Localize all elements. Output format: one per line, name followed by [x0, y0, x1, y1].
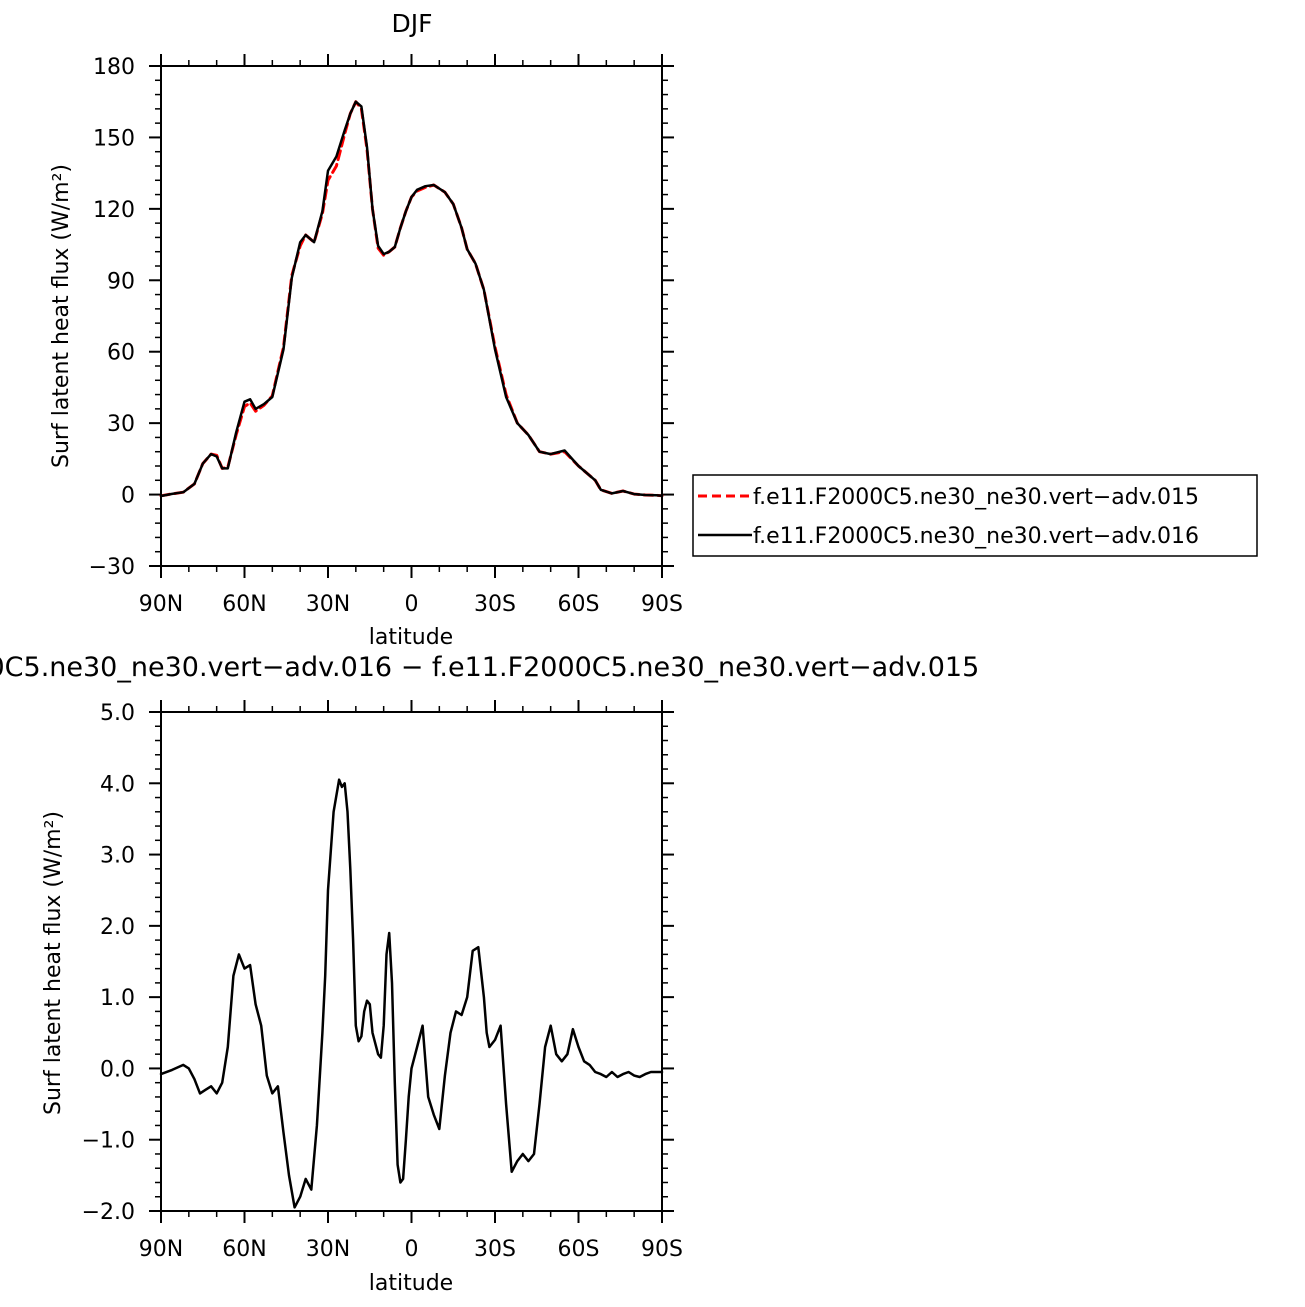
- bottom-y-tick-label: −2.0: [82, 1200, 135, 1225]
- bottom-x-tick-label: 60S: [558, 1237, 600, 1262]
- bottom-y-tick-label: −1.0: [82, 1129, 135, 1154]
- top-x-axis-label: latitude: [369, 625, 453, 650]
- bottom-panel-series: [159, 778, 664, 1209]
- bottom-x-tick-label: 30S: [474, 1237, 516, 1262]
- top-series-line-0: [159, 100, 664, 498]
- top-x-tick-label: 90S: [641, 592, 683, 617]
- bottom-x-tick-label: 60N: [222, 1237, 266, 1262]
- top-x-tick-label: 30S: [474, 592, 516, 617]
- bottom-x-tick-label: 30N: [306, 1237, 350, 1262]
- top-y-tick-label: 30: [107, 412, 135, 437]
- legend-label-016: f.e11.F2000C5.ne30_ne30.vert−adv.016: [753, 524, 1199, 549]
- top-y-tick-label: 60: [107, 341, 135, 366]
- top-panel: DJF −30 0 30 60 90 120 150 180 90N 60N 30N 0 30S 60S 9…: [49, 9, 683, 650]
- bottom-y-tick-label: 3.0: [100, 844, 135, 869]
- bottom-x-tick-label: 90S: [641, 1237, 683, 1262]
- top-y-tick-label: 90: [107, 269, 135, 294]
- bottom-plot-frame: [160, 711, 663, 1212]
- top-y-tick-label: −30: [89, 555, 135, 580]
- top-x-tick-label: 0: [405, 592, 419, 617]
- top-x-tick-label: 60N: [222, 592, 266, 617]
- top-y-tick-label: 120: [93, 198, 135, 223]
- bottom-y-tick-label: 4.0: [100, 772, 135, 797]
- bottom-x-axis-label: latitude: [369, 1271, 453, 1296]
- bottom-series-line-0: [159, 778, 664, 1209]
- legend-frame: [692, 474, 1258, 557]
- top-y-tick-label: 180: [93, 55, 135, 80]
- bottom-x-tick-label: 90N: [139, 1237, 183, 1262]
- legend: f.e11.F2000C5.ne30_ne30.vert−adv.015 f.e…: [692, 474, 1258, 557]
- top-panel-series: [159, 100, 664, 498]
- top-panel-axes: −30 0 30 60 90 120 150 180 90N 60N 30N 0 30S 60S 90S: [89, 54, 683, 617]
- bottom-y-tick-label: 0.0: [100, 1057, 135, 1082]
- top-x-tick-label: 60S: [558, 592, 600, 617]
- top-y-axis-label: Surf latent heat flux (W/m²): [49, 164, 74, 468]
- bottom-panel: f.e11.F2000C5.ne30_ne30.vert−adv.016 − f…: [0, 652, 979, 1296]
- top-x-tick-label: 30N: [306, 592, 350, 617]
- bottom-y-tick-label: 2.0: [100, 915, 135, 940]
- legend-label-015: f.e11.F2000C5.ne30_ne30.vert−adv.015: [753, 485, 1199, 510]
- top-panel-title: DJF: [391, 9, 432, 38]
- top-y-tick-label: 150: [93, 126, 135, 151]
- bottom-y-axis-label: Surf latent heat flux (W/m²): [41, 811, 66, 1115]
- bottom-panel-axes: −2.0 −1.0 0.0 1.0 2.0 3.0 4.0 5.0 90N 60N 30N 0 30S 6…: [82, 700, 683, 1262]
- bottom-y-tick-label: 5.0: [100, 701, 135, 726]
- top-series-line-1: [159, 100, 664, 498]
- top-y-tick-label: 0: [121, 484, 135, 509]
- bottom-x-tick-label: 0: [405, 1237, 419, 1262]
- top-plot-frame: [160, 65, 663, 567]
- bottom-y-tick-label: 1.0: [100, 986, 135, 1011]
- top-x-tick-label: 90N: [139, 592, 183, 617]
- bottom-panel-title: f.e11.F2000C5.ne30_ne30.vert−adv.016 − f…: [0, 652, 979, 683]
